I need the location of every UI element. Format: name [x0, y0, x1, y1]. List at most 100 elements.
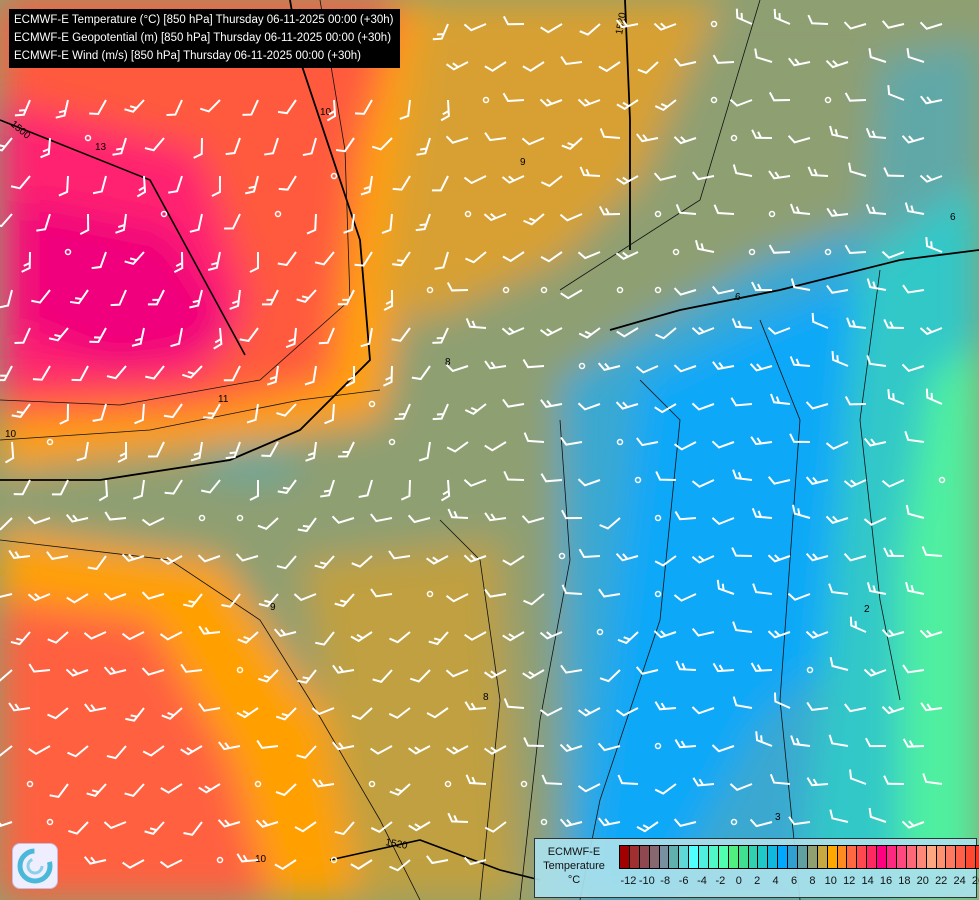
legend-swatch: [877, 846, 888, 868]
wind-barb: [447, 508, 469, 519]
wind-barb: [278, 175, 297, 191]
wind-barb: [245, 175, 259, 195]
wind-barb: [735, 8, 753, 25]
wind-barb: [79, 213, 90, 235]
title-wind: ECMWF-E Wind (m/s) [850 hPa] Thursday 06…: [14, 50, 361, 62]
wind-barb: [752, 583, 773, 595]
wind-barb: [47, 707, 69, 720]
wind-barb: [616, 286, 624, 294]
wind-barb: [296, 745, 317, 759]
wind-barb: [712, 662, 735, 673]
wind-barb: [358, 479, 373, 498]
wind-barb: [654, 286, 662, 294]
legend-tick-label: -8: [660, 875, 671, 887]
wind-barb: [350, 631, 373, 643]
wind-barb: [117, 441, 128, 463]
wind-barb: [197, 554, 221, 563]
wind-barb: [315, 631, 335, 646]
legend-tick-label: 14: [861, 875, 874, 887]
wind-barb: [901, 820, 925, 829]
wind-barb: [388, 438, 396, 446]
wind-barb: [691, 326, 715, 336]
wind-barb: [749, 363, 773, 372]
wind-barb: [4, 441, 15, 464]
wind-barb: [921, 546, 943, 557]
wind-barb: [674, 511, 697, 521]
wind-barb: [829, 657, 849, 671]
wind-barb: [446, 441, 469, 453]
wind-barb: [654, 514, 662, 522]
wind-barb: [522, 61, 545, 72]
wind-barb: [616, 99, 639, 111]
legend-swatch: [916, 846, 927, 868]
wind-barb: [224, 213, 241, 230]
wind-barb: [484, 512, 507, 522]
contour-label: 11: [218, 394, 229, 405]
wind-barb: [360, 327, 373, 348]
wind-barb: [326, 99, 337, 122]
legend-tick-label: 12: [843, 875, 856, 887]
wind-barb: [370, 745, 393, 755]
wind-barb: [32, 365, 51, 381]
contour-label: 3: [775, 812, 781, 823]
wind-barb: [86, 783, 107, 797]
wind-barb: [464, 631, 487, 641]
wind-barb: [501, 175, 525, 184]
wind-barb: [919, 174, 943, 183]
wind-barb: [755, 731, 773, 747]
wind-barb: [732, 696, 753, 709]
wind-barb: [596, 628, 604, 636]
wind-barb: [597, 362, 621, 371]
wind-barb: [343, 213, 355, 234]
wind-barb: [866, 355, 887, 367]
wind-barb: [106, 365, 127, 380]
wind-barb: [400, 479, 411, 501]
wind-barb: [370, 588, 393, 598]
wind-barb: [285, 327, 297, 349]
wind-barb: [125, 707, 145, 722]
wind-barb: [904, 431, 925, 443]
wind-barb: [332, 741, 355, 751]
wind-barb: [182, 365, 203, 379]
wind-barb: [887, 85, 905, 101]
wind-barb: [136, 175, 147, 198]
wind-barb: [844, 92, 867, 102]
wind-barb: [788, 816, 811, 826]
wind-barb: [523, 432, 545, 443]
wind-barb: [807, 14, 829, 25]
legend-tick-label: -6: [678, 875, 689, 887]
legend-swatch: [639, 846, 650, 868]
wind-barb: [711, 285, 735, 295]
wind-barb: [636, 437, 659, 447]
wind-barb: [229, 289, 241, 310]
wind-barb: [559, 213, 583, 222]
wind-barb: [275, 783, 297, 797]
wind-barb: [806, 777, 829, 787]
wind-barb: [223, 365, 241, 382]
legend-tick-label: 4: [772, 875, 779, 887]
wind-barb: [730, 134, 738, 142]
legend-swatch: [629, 846, 640, 868]
wind-barb: [84, 134, 92, 142]
wind-barb: [902, 738, 925, 748]
wind-barb: [729, 98, 753, 107]
ecmwf-swirl-icon: [17, 848, 53, 884]
wind-barb: [540, 818, 548, 826]
wind-barb: [257, 517, 279, 530]
wind-barb: [716, 579, 735, 595]
wind-barb: [198, 514, 206, 522]
wind-barb: [673, 364, 697, 373]
wind-barb: [881, 706, 905, 715]
wind-barb: [28, 745, 51, 756]
legend-tick-label: 26: [971, 875, 979, 887]
wind-barb: [311, 707, 335, 716]
legend-color-bar: [619, 845, 979, 869]
wind-barb: [540, 23, 563, 34]
wind-barb: [297, 517, 317, 533]
wind-barb: [560, 55, 583, 66]
wind-barb: [540, 399, 563, 408]
contour-label: 13: [95, 142, 107, 153]
wind-barb: [560, 289, 583, 300]
